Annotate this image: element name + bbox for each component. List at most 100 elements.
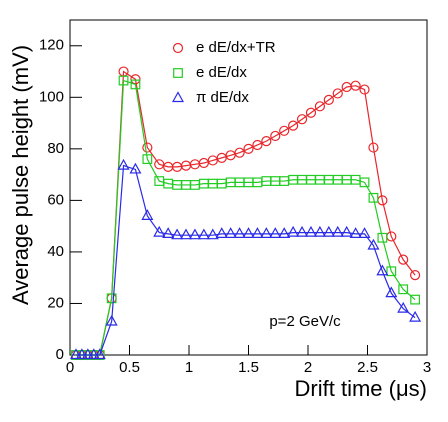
data-point: [410, 270, 421, 281]
data-point: [304, 225, 317, 237]
data-point: [207, 155, 218, 166]
legend-marker: [171, 91, 185, 103]
plot-frame: [69, 19, 428, 356]
data-point: [141, 209, 154, 220]
data-point: [215, 227, 228, 238]
data-point: [197, 228, 210, 240]
data-point: [261, 136, 272, 147]
data-point: [305, 107, 317, 118]
data-point: [118, 75, 129, 86]
data-point: [279, 125, 290, 136]
data-point: [377, 232, 388, 243]
x-tick-label: 1.5: [238, 359, 259, 376]
data-point: [409, 310, 422, 322]
data-point: [397, 301, 410, 313]
data-point: [368, 142, 379, 153]
data-point: [385, 286, 398, 298]
data-point: [296, 225, 309, 237]
data-point: [225, 150, 236, 161]
series-line: [75, 70, 416, 356]
legend-marker: [172, 42, 184, 54]
data-point: [188, 228, 201, 240]
data-point: [154, 159, 165, 170]
data-point: [142, 154, 153, 165]
data-point: [332, 88, 343, 99]
series-line: [75, 164, 416, 356]
data-point: [296, 114, 308, 125]
data-point: [105, 314, 118, 326]
legend-marker: [173, 68, 183, 78]
data-point: [206, 228, 219, 240]
data-point: [359, 177, 370, 188]
data-point: [117, 158, 130, 170]
data-point: [130, 74, 141, 85]
data-point: [93, 348, 106, 360]
x-axis-label: Drift time (μs): [295, 376, 427, 401]
data-point: [233, 227, 246, 238]
data-point: [242, 227, 255, 238]
data-point: [269, 227, 282, 238]
data-point: [252, 139, 263, 151]
y-axis-label: Average pulse height (mV): [8, 45, 33, 305]
data-point: [69, 348, 82, 360]
data-point: [358, 227, 371, 238]
x-tick-label: 2.5: [357, 359, 378, 376]
y-tick-label: 20: [47, 294, 64, 311]
data-point: [398, 284, 409, 295]
data-point: [376, 264, 389, 276]
data-point: [340, 225, 353, 237]
x-tick-label: 3: [423, 359, 431, 376]
y-tick-label: 60: [47, 191, 64, 208]
data-point: [368, 192, 379, 203]
data-point: [129, 162, 142, 174]
data-point: [323, 94, 334, 105]
y-tick-label: 80: [47, 140, 64, 157]
x-tick-label: 1: [185, 359, 193, 376]
data-point: [288, 120, 299, 131]
data-point: [224, 227, 237, 238]
data-point: [260, 227, 273, 238]
data-point: [278, 227, 291, 238]
data-point: [322, 225, 335, 237]
y-tick-label: 40: [47, 243, 64, 260]
data-point: [349, 227, 362, 238]
data-point: [359, 84, 370, 95]
y-tick-label: 0: [56, 346, 64, 363]
data-point: [142, 142, 153, 153]
x-tick-label: 0.5: [119, 359, 140, 376]
data-point: [106, 293, 117, 304]
data-point: [287, 225, 300, 237]
data-point: [314, 101, 325, 112]
x-tick-label: 0: [66, 359, 74, 376]
legend-label: e dE/dx: [196, 64, 247, 81]
data-point: [87, 348, 100, 360]
x-tick-label: 2: [304, 359, 312, 376]
legend-label: e dE/dx+TR: [196, 39, 276, 56]
data-point: [313, 225, 326, 237]
data-point: [350, 80, 361, 91]
data-point: [367, 238, 380, 250]
annotation: p=2 GeV/c: [269, 313, 341, 330]
data-point: [198, 157, 209, 169]
data-point: [331, 225, 344, 237]
data-point: [130, 79, 141, 90]
data-point: [234, 147, 245, 158]
y-tick-label: 120: [39, 37, 64, 54]
y-tick-label: 100: [39, 88, 64, 105]
data-point: [243, 143, 254, 154]
data-point: [75, 348, 88, 360]
data-point: [171, 228, 184, 240]
data-point: [270, 130, 281, 142]
data-point: [386, 266, 397, 277]
series-line: [75, 79, 416, 356]
data-point: [162, 227, 175, 238]
data-point: [398, 254, 409, 265]
data-point: [81, 348, 94, 360]
data-point: [410, 294, 420, 305]
data-point: [180, 228, 193, 240]
data-point: [216, 152, 227, 163]
legend-label: π dE/dx: [196, 89, 249, 106]
data-point: [251, 227, 264, 238]
